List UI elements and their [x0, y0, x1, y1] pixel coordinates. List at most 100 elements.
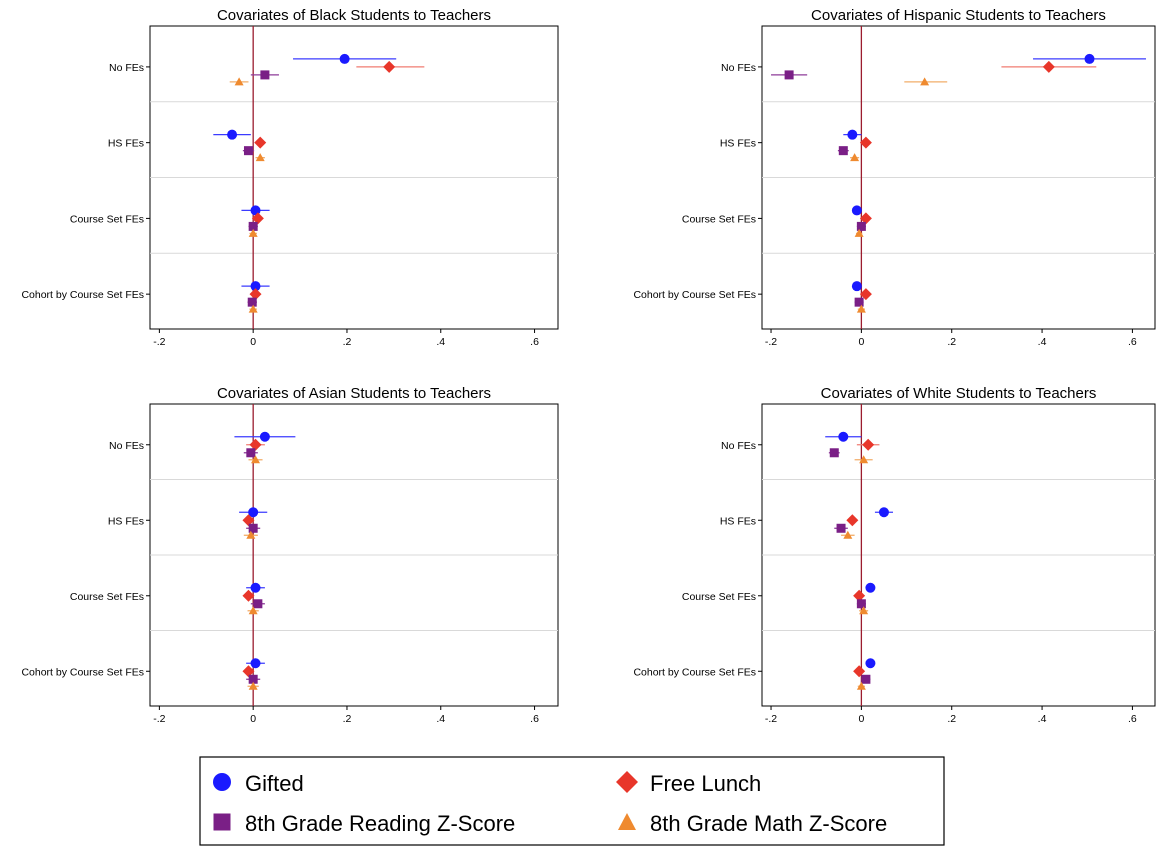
point [836, 523, 846, 533]
chart-title: Covariates of Hispanic Students to Teach… [811, 7, 1106, 24]
series-8th-grade-reading-z-score [242, 70, 279, 307]
panels: Covariates of Black Students to Teachers… [21, 7, 1156, 725]
point [854, 297, 864, 307]
legend-box [199, 756, 945, 846]
chart-title: Covariates of Asian Students to Teachers [217, 385, 491, 402]
series-8th-grade-math-z-score [243, 455, 263, 690]
x-tick-label: .6 [1128, 336, 1137, 348]
point [920, 77, 930, 86]
point [853, 665, 866, 678]
point [784, 70, 794, 80]
point [242, 514, 255, 527]
y-tick-label: Course Set FEs [682, 591, 756, 603]
series-8th-grade-math-z-score [229, 77, 265, 313]
point [247, 297, 257, 307]
y-tick-label: No FEs [721, 440, 756, 452]
point [856, 599, 866, 609]
point [249, 288, 262, 301]
point [248, 507, 259, 518]
y-tick-label: Course Set FEs [70, 213, 144, 225]
legend: Gifted Free Lunch 8th Grade Reading Z-Scor… [199, 756, 945, 846]
x-tick-label: .4 [1038, 713, 1047, 725]
point [259, 431, 270, 442]
legend-marker [213, 773, 231, 791]
x-tick-label: .4 [436, 336, 445, 348]
y-tick-label: Cohort by Course Set FEs [21, 666, 144, 678]
point [255, 153, 265, 162]
point [851, 281, 862, 292]
point [339, 53, 350, 64]
point [862, 438, 875, 451]
y-tick-label: Cohort by Course Set FEs [21, 289, 144, 301]
series-gifted [843, 53, 1146, 292]
x-tick-label: .2 [947, 713, 956, 725]
series-gifted [825, 431, 893, 669]
series-free-lunch [846, 438, 880, 678]
point [859, 136, 872, 149]
point [829, 448, 839, 458]
legend-marker [616, 771, 638, 793]
y-tick-label: Course Set FEs [70, 591, 144, 603]
x-tick-label: .6 [530, 713, 539, 725]
panel-3: Covariates of Asian Students to Teachers… [21, 385, 559, 725]
point [250, 582, 261, 593]
legend-marker [213, 813, 231, 831]
point [251, 212, 264, 225]
point [383, 60, 396, 73]
legend-item: Gifted [213, 771, 304, 796]
series-free-lunch [859, 60, 1097, 301]
y-tick-label: Cohort by Course Set FEs [633, 666, 756, 678]
y-tick-label: Cohort by Course Set FEs [633, 289, 756, 301]
y-tick-label: No FEs [109, 62, 144, 74]
legend-label: 8th Grade Math Z-Score [650, 811, 887, 836]
x-tick-label: -.2 [765, 713, 777, 725]
point [878, 507, 889, 518]
series-8th-grade-math-z-score [841, 455, 873, 690]
legend-item: 8th Grade Reading Z-Score [213, 811, 515, 836]
point [248, 304, 258, 313]
point [838, 146, 848, 156]
legend-marker [618, 813, 636, 830]
point [248, 523, 258, 533]
point [251, 455, 261, 464]
legend-label: Gifted [245, 771, 304, 796]
point [248, 606, 258, 615]
point [856, 304, 866, 313]
x-tick-label: -.2 [765, 336, 777, 348]
point [859, 455, 869, 464]
y-tick-label: Course Set FEs [682, 213, 756, 225]
point [853, 589, 866, 602]
legend-item: 8th Grade Math Z-Score [618, 811, 887, 836]
point [242, 589, 255, 602]
point [250, 658, 261, 669]
panel-4: Covariates of White Students to Teachers… [633, 385, 1156, 725]
point [859, 288, 872, 301]
point [243, 146, 253, 156]
point [843, 530, 853, 539]
point [865, 658, 876, 669]
point [260, 70, 270, 80]
y-tick-label: No FEs [109, 440, 144, 452]
point [847, 129, 858, 140]
point [248, 681, 258, 690]
x-tick-label: .4 [1038, 336, 1047, 348]
x-tick-label: 0 [250, 336, 256, 348]
point [856, 221, 866, 231]
point [1084, 53, 1095, 64]
point [859, 606, 869, 615]
point [851, 205, 862, 216]
x-tick-label: .2 [343, 336, 352, 348]
x-tick-label: .2 [343, 713, 352, 725]
series-gifted [234, 431, 296, 669]
point [861, 674, 871, 684]
point [1042, 60, 1055, 73]
series-8th-grade-math-z-score [850, 77, 948, 313]
panel-1: Covariates of Black Students to Teachers… [21, 7, 559, 348]
point [248, 674, 258, 684]
point [248, 228, 258, 237]
point [246, 448, 256, 458]
point [850, 153, 860, 162]
legend-label: 8th Grade Reading Z-Score [245, 811, 515, 836]
chart-title: Covariates of Black Students to Teachers [217, 7, 491, 24]
